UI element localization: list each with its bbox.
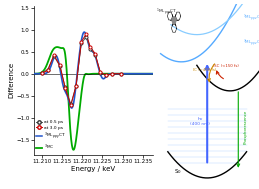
- Legend: at 0.5 ps, at 3.0 ps, $^3$ML$_{ppy}$CT, $^3$MC: at 0.5 ps, at 3.0 ps, $^3$ML$_{ppy}$CT, …: [36, 120, 66, 153]
- Text: $^1$ML$_{ppz}$CT: $^1$ML$_{ppz}$CT: [156, 7, 178, 19]
- Y-axis label: Difference: Difference: [9, 62, 15, 98]
- Text: S$_0$: S$_0$: [174, 167, 182, 176]
- X-axis label: Energy / keV: Energy / keV: [71, 166, 115, 172]
- Text: Phosphorescence: Phosphorescence: [243, 110, 248, 144]
- Text: $^3$ML$_{ppz}$CT: $^3$ML$_{ppz}$CT: [243, 38, 259, 49]
- Text: hv
(400 nm): hv (400 nm): [190, 117, 210, 126]
- Circle shape: [172, 17, 176, 23]
- Text: $^1$ML$_{ppz}$CT: $^1$ML$_{ppz}$CT: [243, 13, 259, 24]
- Text: ISC (<150 fs): ISC (<150 fs): [213, 64, 239, 68]
- Text: IC (~450 fs): IC (~450 fs): [193, 68, 217, 72]
